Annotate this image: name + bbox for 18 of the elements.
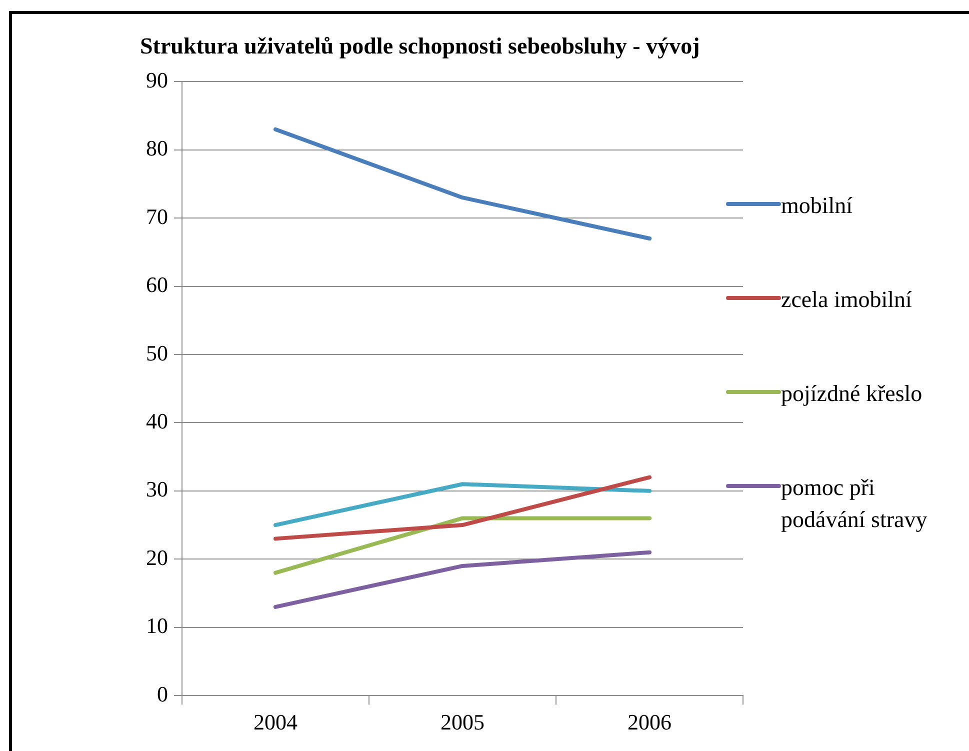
y-tick-label: 20 [146,544,168,570]
x-tick-label: 2005 [440,710,484,735]
y-tick-label: 0 [157,681,168,706]
y-tick-label: 40 [146,408,168,434]
x-tick-label: 2006 [628,710,672,735]
y-tick-label: 70 [146,204,168,229]
y-tick-label: 50 [146,340,168,366]
y-tick-label: 90 [146,67,168,92]
legend-label: mobilní [781,192,854,220]
x-tick-label: 2004 [254,710,298,735]
legend-label: pojízdné křeslo [781,380,924,408]
y-tick-label: 60 [146,272,168,298]
chart-title: Struktura uživatelů podle schopnosti sebeobsluhy - vývoj [140,34,700,59]
y-tick-label: 80 [146,136,168,161]
y-tick-label: 30 [146,476,168,502]
y-tick-label: 10 [146,613,168,638]
legend-label: zcela imobilní [781,286,913,314]
legend-label: pomoc při podávání stravy [781,474,928,534]
